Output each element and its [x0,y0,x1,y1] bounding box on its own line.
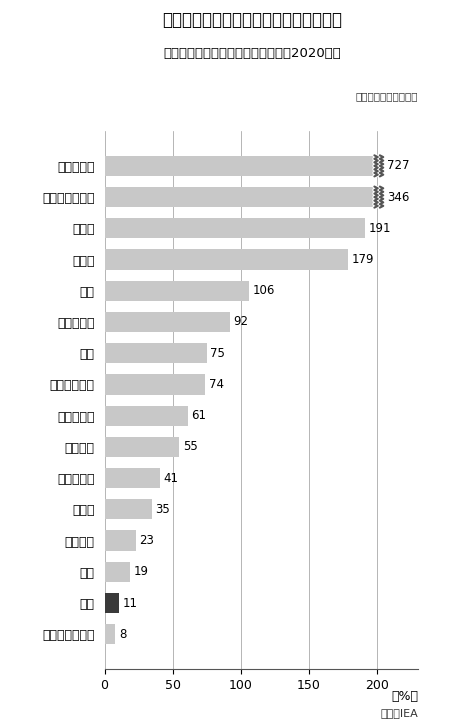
Bar [104,312,230,332]
Text: 23: 23 [139,534,154,547]
Text: 19: 19 [134,566,149,578]
Bar [104,406,188,426]
Bar [104,249,349,270]
Text: 92: 92 [233,316,248,329]
Text: 727: 727 [387,159,410,172]
Bar [104,531,136,551]
Bar [104,593,120,613]
Text: 55: 55 [183,441,198,454]
Text: （%）: （%） [391,691,418,704]
Bar [104,156,384,176]
Bar [104,499,152,520]
Text: 小数点以下は四捨五入: 小数点以下は四捨五入 [355,92,418,101]
Text: 8: 8 [119,627,126,640]
Text: 75: 75 [210,347,225,360]
Bar [104,468,161,489]
Text: 主要国のエネルギー自給率の比較（2020年）: 主要国のエネルギー自給率の比較（2020年） [163,47,341,60]
Bar [104,218,365,238]
Text: 出所：IEA: 出所：IEA [380,708,418,718]
Bar [104,187,384,207]
Text: 191: 191 [368,222,391,235]
Text: 179: 179 [352,253,374,266]
Text: 11: 11 [123,597,138,609]
Bar [104,437,180,457]
Text: 106: 106 [252,284,275,297]
Text: 74: 74 [209,378,224,391]
Bar [104,562,131,582]
Bar [104,624,115,644]
Text: 41: 41 [164,472,179,485]
Text: 346: 346 [387,190,410,204]
Text: 35: 35 [156,503,171,516]
Bar [104,374,205,395]
Bar [104,343,207,364]
Bar [104,281,249,301]
Text: 61: 61 [191,409,206,422]
Text: 日本のエネルギー自給率はわずか１１％: 日本のエネルギー自給率はわずか１１％ [162,11,342,29]
